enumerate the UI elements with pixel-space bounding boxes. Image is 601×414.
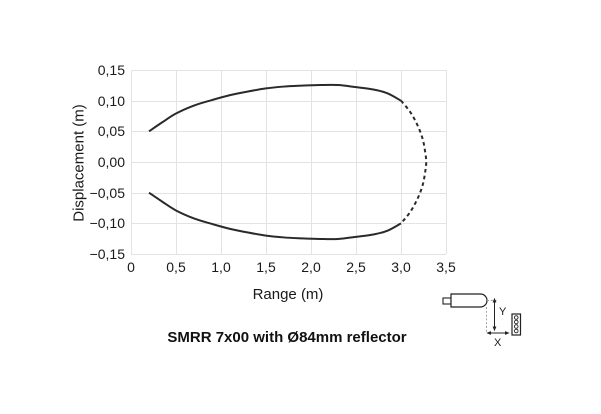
- detection-envelope-lower: [148, 191, 402, 241]
- x-tick-label: 1,0: [211, 259, 231, 275]
- reflector-cell-icon: [513, 315, 519, 320]
- x-arrowhead-right-icon: [505, 331, 510, 335]
- sensor-connector: [442, 297, 452, 305]
- y-tick-label: 0,10: [97, 92, 125, 109]
- y-tick-label: 0,00: [97, 154, 125, 170]
- y-tick-label: 0,05: [97, 123, 125, 140]
- y-tick-label: −0,05: [89, 184, 125, 201]
- y-arrowhead-down-icon: [492, 326, 497, 332]
- y-arrowhead-up-icon: [492, 297, 497, 303]
- reflector-cell-icon: [513, 324, 519, 329]
- reflector-cell-icon: [513, 328, 519, 334]
- detection-envelope-right-cap: [400, 100, 428, 224]
- x-arrowhead-left-icon: [486, 331, 491, 335]
- detection-envelope-upper: [148, 83, 402, 133]
- x-tick-label: 1,5: [256, 259, 276, 275]
- y-tick-label: 0,15: [97, 62, 125, 78]
- diagram-x-label: X: [494, 337, 502, 349]
- x-tick-label: 3,0: [391, 259, 411, 275]
- sensor-body: [450, 293, 488, 308]
- x-tick-label: 2,5: [346, 259, 366, 275]
- x-tick-label: 0: [127, 259, 135, 275]
- sensor-reflector-diagram: Y X: [442, 293, 522, 349]
- y-tick-label: −0,10: [89, 215, 125, 232]
- x-axis-title: Range (m): [252, 286, 324, 303]
- x-tick-label: 2,0: [301, 259, 321, 275]
- figure-title: SMRR 7x00 with Ø84mm reflector: [167, 329, 407, 346]
- x-tick-label: 0,5: [166, 259, 186, 275]
- x-tick-label: 3,5: [436, 259, 456, 275]
- diagram-y-label: Y: [499, 306, 507, 318]
- reflector-cell-icon: [513, 319, 519, 325]
- y-tick-label: −0,15: [89, 246, 125, 262]
